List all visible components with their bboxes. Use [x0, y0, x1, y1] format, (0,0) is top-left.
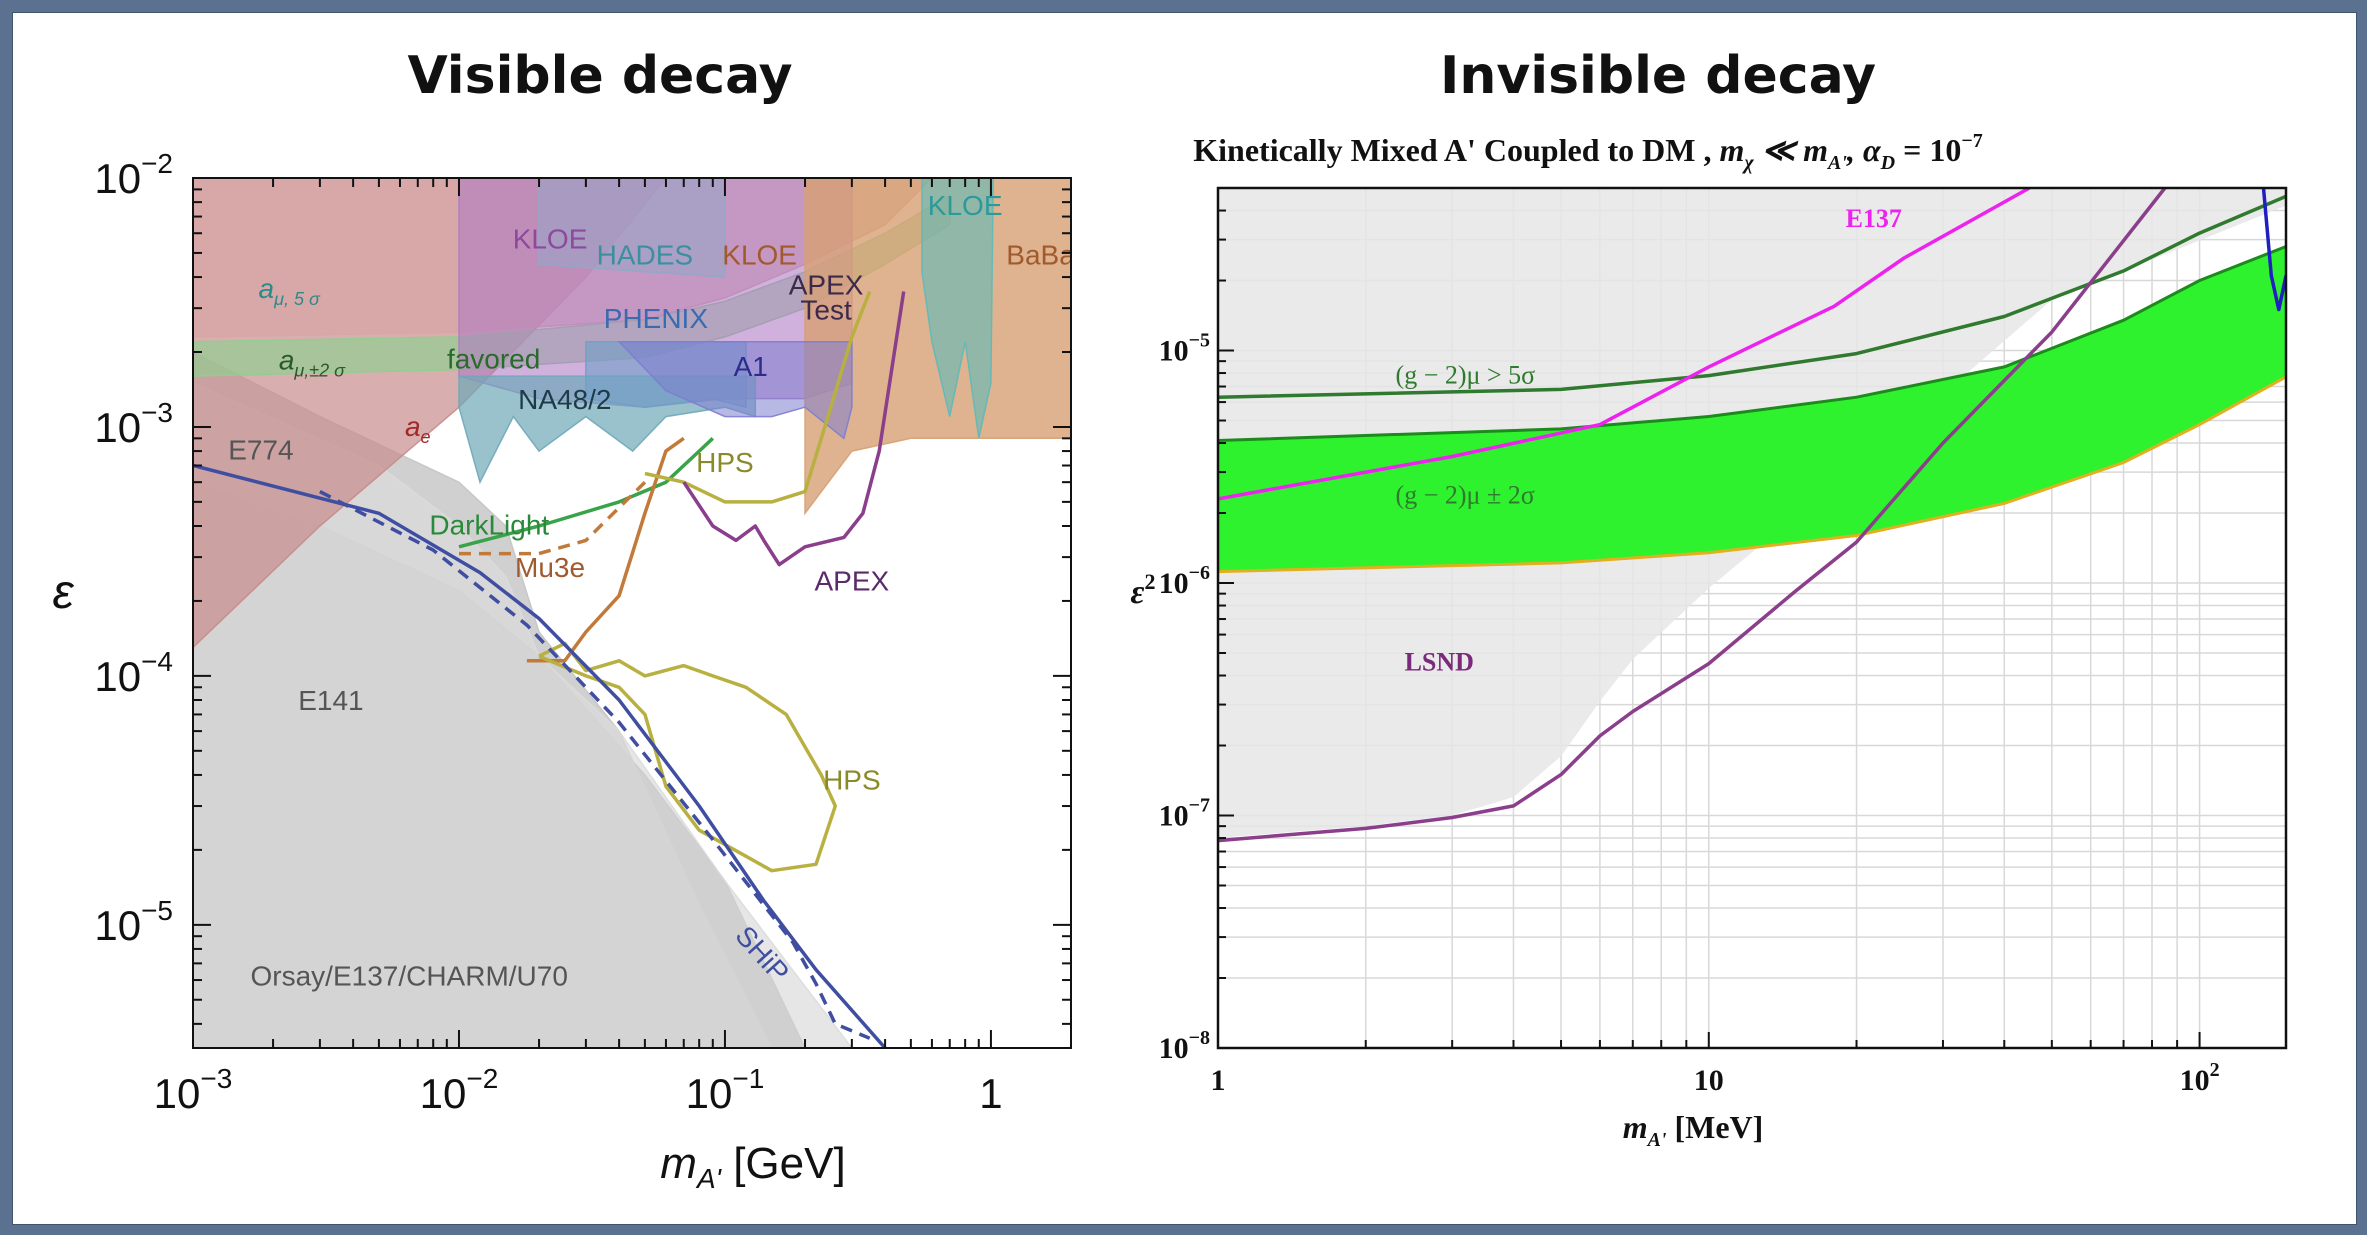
label-kloe-mid: KLOE	[722, 239, 797, 270]
invisible-decay-subtitle: Kinetically Mixed A' Coupled to DM , mχ …	[1193, 130, 1982, 174]
apex-line	[682, 291, 906, 567]
darklight-line	[458, 437, 714, 549]
label-g2-5sigma: (g − 2)μ > 5σ	[1396, 361, 1536, 390]
label-hps-upper: HPS	[696, 447, 754, 478]
y-tick-label: 10−8	[1159, 1027, 1210, 1065]
chart-canvas: Visible decay Invisible decay KLOE HADES K…	[52, 46, 2288, 1194]
y-tick-label: 10−6	[1159, 562, 1210, 600]
invisible-decay-title: Invisible decay	[1440, 46, 1876, 106]
slide: Visible decay Invisible decay KLOE HADES K…	[12, 12, 2357, 1225]
g2-2sigma-band	[1218, 246, 2286, 572]
visible-x-axis-label: mA' [GeV]	[660, 1139, 845, 1194]
hps-upper-line	[644, 290, 872, 504]
lsnd-line	[1218, 188, 2167, 843]
y-tick-label: 10−5	[1159, 330, 1210, 368]
label-apex-test: APEX	[789, 270, 864, 301]
label-test: Test	[800, 295, 852, 326]
invisible-decay-axes: 1 10 102 10−5 10−6 10−7 10−8	[1159, 186, 2288, 1097]
y-tick-label: 10−7	[1159, 795, 1210, 833]
label-e141: E141	[298, 685, 363, 716]
y-tick-label: 10−3	[94, 397, 173, 451]
visible-y-axis-label: ε	[52, 566, 74, 619]
y-tick-label: 10−2	[94, 148, 173, 202]
x-tick-label: 102	[2180, 1059, 2220, 1097]
label-amu5: aμ, 5 σ	[259, 273, 321, 309]
x-tick-label: 10−1	[686, 1063, 765, 1117]
label-favored: favored	[447, 343, 540, 374]
ship-dashed	[319, 490, 871, 1040]
x-tick-label: 1	[979, 1070, 1002, 1117]
mu3e-dashed	[459, 480, 647, 556]
kloe-high-region	[921, 178, 994, 439]
hps-lower-loop	[538, 641, 838, 873]
a1-region	[617, 340, 853, 440]
visible-decay-axes: 10−3 10−2 10−1 1 10−2 10−3 10−4 10−5	[94, 148, 1072, 1117]
label-g2-2sigma: (g − 2)μ ± 2σ	[1396, 480, 1535, 509]
label-a1: A1	[734, 351, 768, 382]
label-kloe: KLOE	[513, 224, 588, 255]
label-orsay: Orsay/E137/CHARM/U70	[250, 961, 567, 992]
label-ae: ae	[405, 411, 431, 447]
g2-band-lower-edge	[1218, 375, 2286, 574]
visible-decay-title: Visible decay	[407, 46, 792, 106]
x-tick-label: 10	[1694, 1064, 1724, 1097]
label-phenix: PHENIX	[604, 303, 709, 334]
label-apex: APEX	[815, 566, 890, 597]
x-tick-label: 10−2	[420, 1063, 499, 1117]
invisible-plot-frame	[1216, 186, 2288, 1050]
label-hps-lower: HPS	[823, 764, 881, 795]
label-babar: BaBar	[1006, 239, 1084, 270]
label-amu2: aμ,±2 σ	[279, 345, 346, 381]
label-darklight: DarkLight	[429, 509, 549, 540]
blue-edge-line	[2261, 188, 2286, 312]
x-tick-label: 1	[1211, 1064, 1226, 1097]
y-tick-label: 10−5	[94, 895, 173, 949]
invisible-y-axis-label: ε2	[1131, 569, 1156, 611]
label-hades: HADES	[597, 239, 693, 270]
e137-line	[1218, 188, 2031, 501]
mu3e-line	[526, 436, 685, 663]
invisible-x-axis-label: mA' [MeV]	[1623, 1109, 1764, 1151]
ship-line	[193, 463, 887, 1048]
label-na48: NA48/2	[518, 384, 611, 415]
label-e774: E774	[228, 434, 293, 465]
y-tick-label: 10−4	[94, 646, 173, 700]
invisible-decay-plot: E137 (g − 2)μ > 5σ (g − 2)μ ± 2σ LSND	[1218, 188, 2286, 1048]
hades-region	[538, 178, 726, 278]
visible-plot-frame	[192, 177, 1072, 1049]
label-e137: E137	[1846, 204, 1902, 233]
label-mu3e: Mu3e	[515, 552, 585, 583]
x-tick-label: 10−3	[154, 1063, 233, 1117]
g2-5sigma-line	[1218, 194, 2286, 399]
e774-region	[193, 382, 853, 1048]
label-lsnd: LSND	[1405, 648, 1474, 677]
